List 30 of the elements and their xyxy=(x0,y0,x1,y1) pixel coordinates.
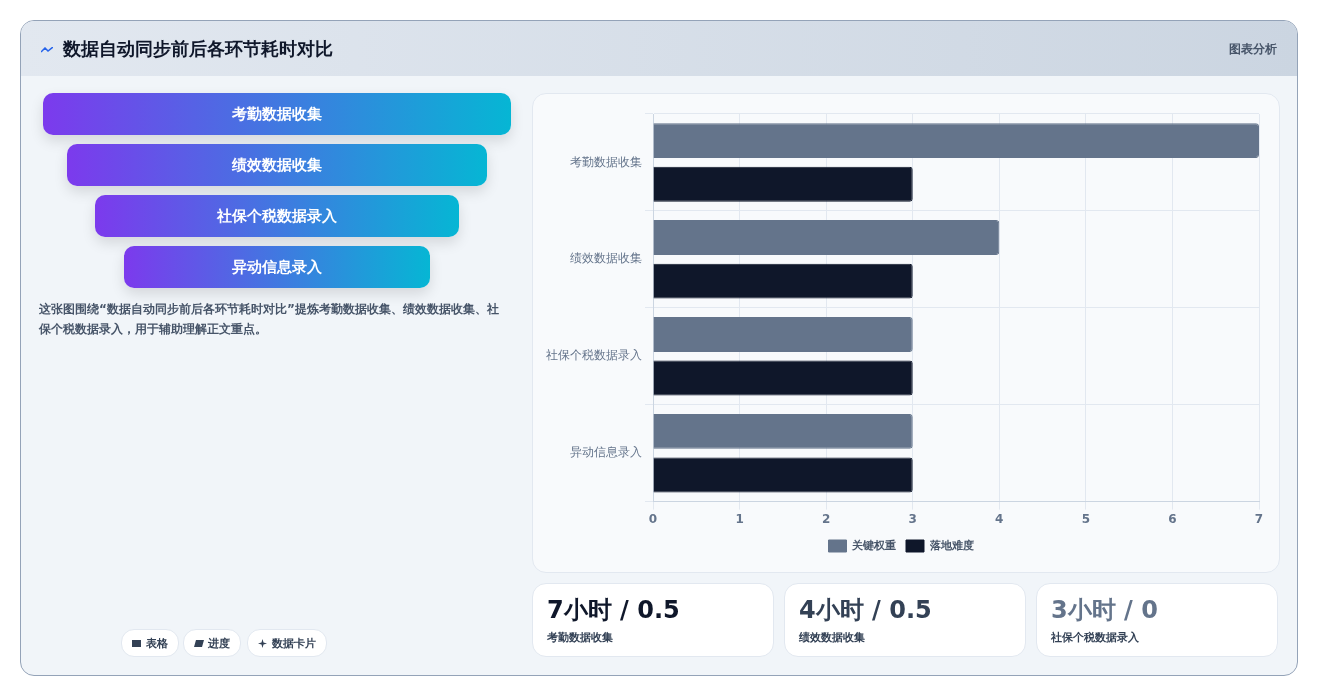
text: 绩效数据收集 xyxy=(799,630,865,645)
x-tick-label: 6 xyxy=(1168,511,1177,526)
text: 3小时 / 0 xyxy=(1051,595,1158,626)
y-tick-label: 考勤数据收集 xyxy=(570,154,642,169)
text: 4小时 / 0.5 xyxy=(799,595,932,626)
text: 这张图围绕“数据自动同步前后各环节耗时对比”提炼考勤数据收集、绩效数据收集、社保个税数据录入，用于辅助理解正文重点。 xyxy=(39,301,500,338)
x-tick-label: 0 xyxy=(648,511,658,526)
legend-label: 落地难度 xyxy=(928,538,974,552)
text: 社保个税数据录入 xyxy=(1051,630,1139,645)
x-tick-label: 7 xyxy=(1254,511,1264,526)
x-tick-label: 1 xyxy=(735,511,744,526)
legend-label: 关键权重 xyxy=(851,538,896,552)
y-tick-label: 绩效数据收集 xyxy=(570,251,642,266)
y-tick-label: 异动信息录入 xyxy=(570,445,642,460)
text: 绩效数据收集 xyxy=(67,144,487,186)
x-tick-label: 4 xyxy=(995,511,1004,526)
text: 考勤数据收集 xyxy=(43,93,511,135)
text: 图表分析 xyxy=(1229,41,1277,58)
text: 数据卡片 xyxy=(272,635,316,651)
x-tick-label: 2 xyxy=(821,511,831,526)
text: 异动信息录入 xyxy=(124,246,430,288)
text: 数据自动同步前后各环节耗时对比 xyxy=(63,37,333,61)
text: 表格 xyxy=(146,635,168,651)
text: 进度 xyxy=(208,635,230,651)
text: 社保个税数据录入 xyxy=(95,195,459,237)
text: 7小时 / 0.5 xyxy=(547,595,680,626)
y-tick-label: 社保个税数据录入 xyxy=(546,348,642,363)
x-tick-label: 3 xyxy=(908,511,917,526)
x-tick-label: 5 xyxy=(1081,511,1091,526)
text: 考勤数据收集 xyxy=(547,630,613,645)
